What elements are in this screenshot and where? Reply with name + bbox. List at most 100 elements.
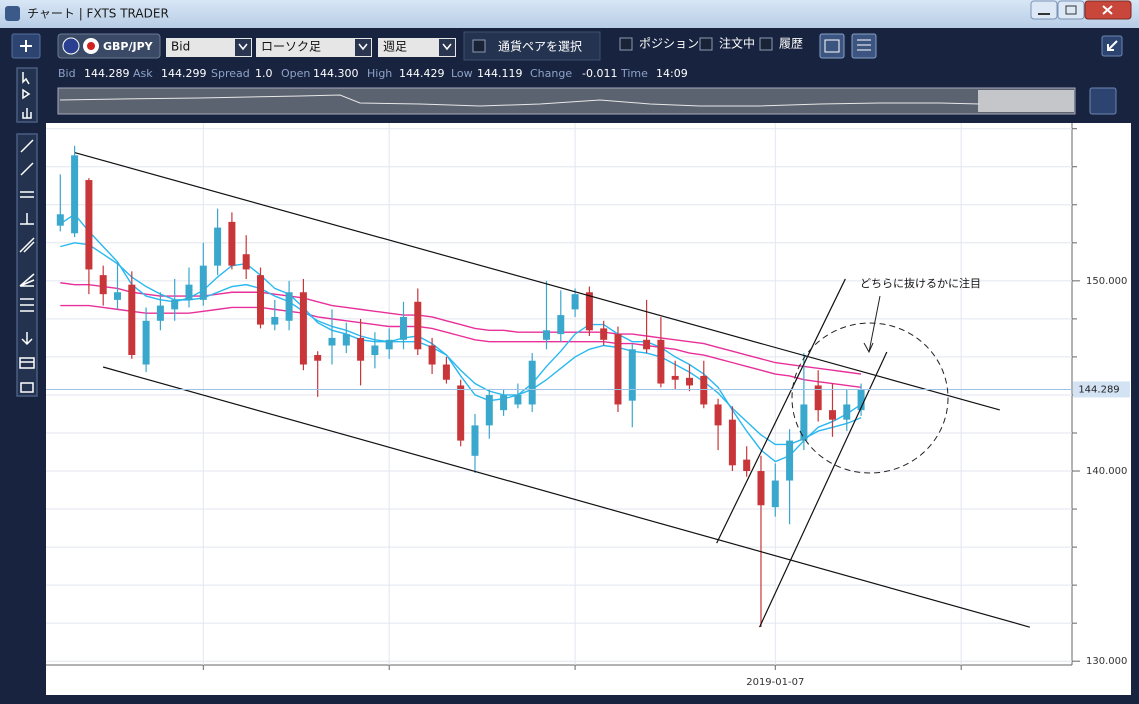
candle-body (228, 221, 236, 266)
candle-body (399, 316, 407, 340)
candle-body (56, 214, 64, 226)
candle-body (185, 284, 193, 300)
toolbar-icon[interactable] (819, 33, 845, 59)
candle-body (171, 299, 179, 310)
candle-body (414, 301, 422, 350)
candle-body (643, 339, 651, 350)
candle-body (271, 316, 279, 325)
checkbox[interactable] (619, 37, 633, 51)
checkbox[interactable] (759, 37, 773, 51)
last-price-box (1073, 381, 1130, 398)
symbol-button[interactable] (57, 33, 161, 59)
candle-body (700, 375, 708, 405)
detach-icon (1107, 40, 1118, 51)
candle-body (628, 349, 636, 401)
trend-line (716, 278, 846, 544)
checkbox-label: 履歴 (779, 37, 803, 51)
candle-body (657, 339, 665, 384)
annotation-arrow (863, 295, 881, 354)
candle-body (800, 404, 808, 441)
checkbox[interactable] (699, 37, 713, 51)
timeframe-dropdown[interactable] (378, 38, 456, 57)
quote-label: Bid (58, 67, 76, 80)
candle-body (728, 419, 736, 466)
candle-body (557, 315, 565, 335)
dropdown-arrow (439, 39, 455, 56)
focus-circle (791, 322, 949, 474)
quote-label: Time (620, 67, 648, 80)
candle-body (771, 480, 779, 508)
candle-body (328, 337, 336, 346)
candle-body (786, 440, 794, 481)
candle-body (614, 334, 622, 405)
candle-body (442, 364, 450, 380)
candle-body (214, 227, 222, 266)
candle-body (142, 320, 150, 365)
gbp-flag (62, 37, 80, 55)
candle-body (357, 337, 365, 361)
minimize-button[interactable] (1030, 0, 1058, 20)
candle-body (857, 389, 865, 411)
y-tick-label: 140.000 (1086, 466, 1127, 477)
quote-label: High (367, 67, 392, 80)
candle-body (600, 328, 608, 340)
jpy-flag-dot (87, 42, 95, 50)
last-price-label: 144.289 (1078, 384, 1119, 395)
candle-body (113, 292, 121, 300)
candle-body (542, 330, 550, 340)
quote-label: Ask (133, 67, 153, 80)
candle-body (128, 284, 136, 356)
pair-select[interactable] (463, 31, 601, 61)
candle-body (299, 292, 307, 365)
symbol: GBP/JPY (103, 40, 154, 53)
candle-body (485, 394, 493, 426)
quote-value: 144.289 (84, 67, 130, 80)
ma-line (60, 304, 862, 389)
x-tick-label: 2019-01-07 (746, 677, 804, 688)
pair-checkbox[interactable] (472, 39, 486, 53)
toolbar-glyphs (824, 39, 871, 53)
candle-body (385, 339, 393, 350)
price-type: Bid (171, 40, 190, 54)
chart-type-dropdown[interactable] (256, 38, 372, 57)
tool-column (16, 67, 38, 397)
chart-type: ローソク足 (261, 40, 321, 54)
dropdown-arrow (235, 39, 251, 56)
candle-body (514, 394, 522, 405)
candle-body (371, 345, 379, 356)
pair-select-label: 通貨ペアを選択 (498, 39, 582, 54)
candle-body (743, 459, 751, 472)
price-type-dropdown[interactable] (166, 38, 252, 57)
minimize-icon (1038, 13, 1050, 15)
checkbox-label: 注文中 (719, 36, 755, 51)
maximize-icon (1065, 5, 1077, 15)
candle-body (242, 254, 250, 270)
candle-body (457, 385, 465, 441)
annotation: どちらに抜けるかに注目 (860, 276, 981, 290)
chart-panel (46, 123, 1131, 695)
candle-body (256, 275, 264, 325)
quote-value: 14:09 (656, 67, 688, 80)
navigator-window[interactable] (978, 90, 1074, 112)
candle-body (528, 360, 536, 405)
ma-line (60, 242, 862, 446)
toolbar-icon[interactable] (851, 33, 877, 59)
candle-body (85, 180, 93, 270)
candle-body (685, 377, 693, 386)
navigator-line (59, 94, 981, 107)
quote-label: Low (451, 67, 473, 80)
checkbox-label: ポジション (639, 37, 699, 51)
quote-value: 144.299 (161, 67, 207, 80)
plot: 150.000 140.000 130.000 2019-01-07 144.289 (46, 123, 1130, 688)
trend-line (74, 152, 1000, 411)
candle-body (571, 294, 579, 310)
y-tick-label: 130.000 (1086, 656, 1127, 667)
quote-value: 144.119 (477, 67, 523, 80)
candle-body (71, 155, 79, 234)
y-tick-label: 150.000 (1086, 276, 1127, 287)
close-icon (1102, 5, 1113, 15)
maximize-button[interactable] (1057, 0, 1085, 20)
zoom-button[interactable] (1089, 87, 1117, 115)
trend-line (759, 351, 888, 628)
